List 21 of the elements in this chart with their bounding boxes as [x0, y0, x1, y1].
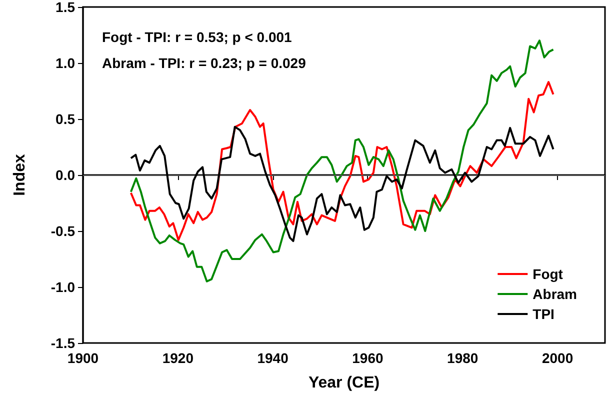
y-tick-label: 0.5: [56, 111, 76, 127]
x-tick-label: 1960: [352, 350, 384, 366]
x-tick-label: 2000: [542, 350, 574, 366]
y-axis-title: Index: [12, 154, 28, 196]
y-tick-label: -1.0: [50, 279, 76, 295]
y-tick-label: 1.0: [56, 55, 76, 71]
legend-label: Abram: [532, 286, 578, 302]
x-tick-label: 1980: [447, 350, 478, 366]
x-axis-title: Year (CE): [308, 374, 380, 392]
annotation: Abram - TPI: r = 0.23; p = 0.029: [102, 55, 306, 71]
x-tick-label: 1940: [257, 350, 289, 366]
x-tick-label: 1900: [67, 350, 99, 366]
y-tick-label: 0.0: [56, 167, 76, 183]
y-tick-label: 1.5: [56, 0, 76, 15]
annotation: Fogt - TPI: r = 0.53; p < 0.001: [102, 29, 292, 45]
x-tick-label: 1920: [162, 350, 194, 366]
y-tick-label: -0.5: [50, 223, 76, 239]
line-series: [130, 81, 554, 241]
y-tick-label: -1.5: [50, 335, 76, 351]
legend-label: TPI: [532, 306, 554, 322]
legend-label: Fogt: [532, 266, 564, 282]
